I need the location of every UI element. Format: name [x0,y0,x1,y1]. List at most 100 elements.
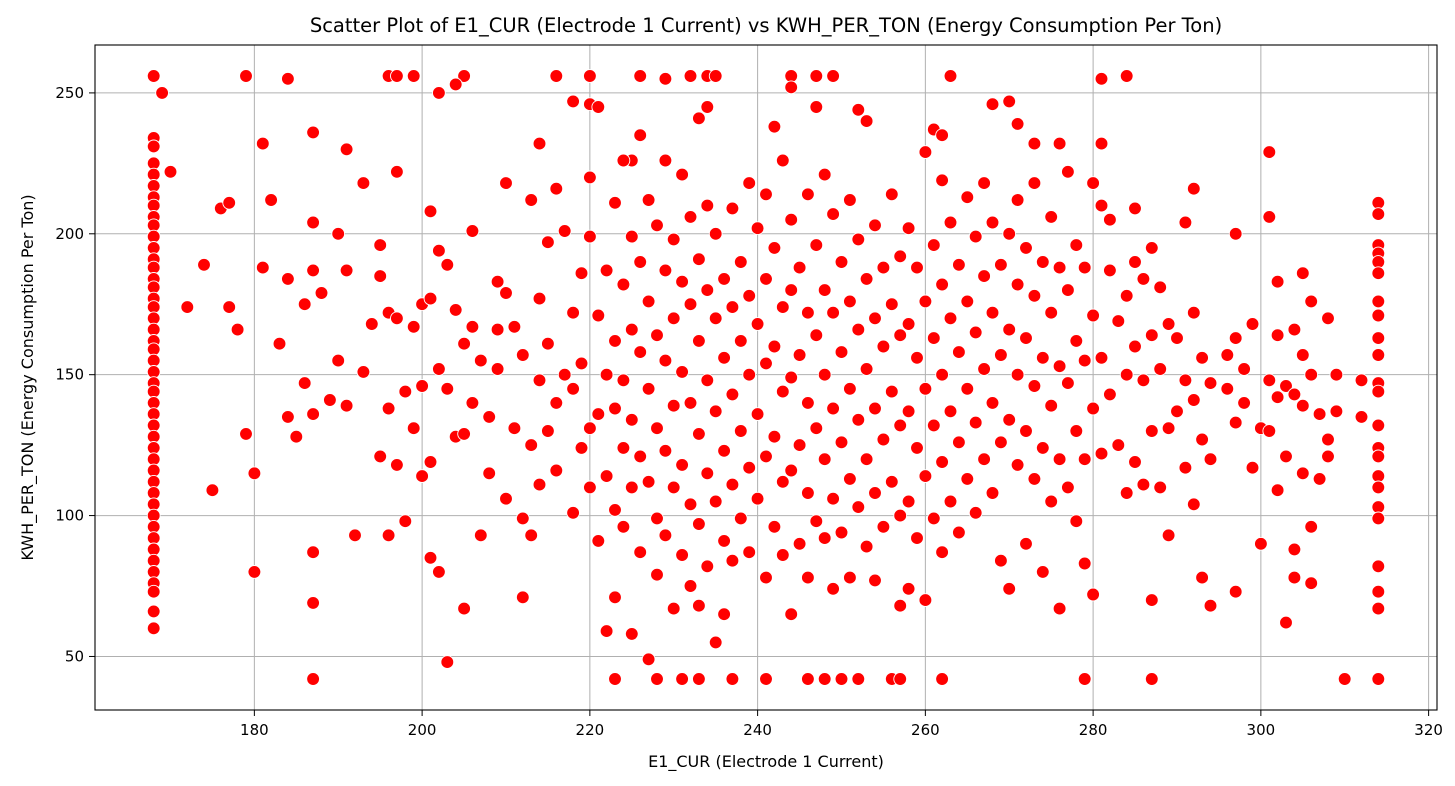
scatter-point [1144,593,1159,607]
scatter-point [985,486,1000,500]
scatter-point [1103,387,1117,402]
scatter-point [146,604,161,619]
scatter-point [784,283,799,297]
scatter-point [926,331,941,345]
scatter-point [515,348,530,362]
scatter-point [725,553,740,568]
scatter-point [1371,207,1386,221]
scatter-point [775,153,790,168]
scatter-point [1086,176,1100,190]
scatter-point [994,348,1008,362]
scatter-point [859,362,874,376]
scatter-point [624,229,639,244]
scatter-point [423,550,438,565]
scatter-point [557,367,572,382]
scatter-point [616,277,631,292]
scatter-point [968,505,983,520]
scatter-point [1035,441,1050,455]
scatter-point [1186,305,1201,320]
scatter-point [1094,446,1109,461]
scatter-point [1304,576,1319,591]
scatter-point [817,452,832,467]
y-tick-label: 200 [55,225,84,243]
scatter-point [1161,528,1176,543]
scatter-point [1010,193,1025,207]
scatter-point [893,508,908,523]
scatter-point [432,362,446,376]
scatter-point [792,536,807,551]
scatter-point [1103,212,1117,227]
scatter-point [918,381,933,396]
scatter-point [725,201,740,216]
y-tick-label: 50 [65,647,84,665]
scatter-point [1262,373,1277,388]
scatter-point [566,94,580,109]
scatter-point [893,598,908,613]
scatter-point [541,336,555,351]
scatter-point [1002,94,1017,109]
scatter-point [809,328,824,343]
scatter-point [843,381,857,396]
scatter-point [935,545,949,560]
scatter-point [692,252,706,267]
scatter-point [373,449,388,464]
scatter-point [1002,412,1017,427]
scatter-point [1312,407,1327,421]
scatter-point [633,128,648,143]
scatter-point [306,215,320,230]
scatter-point [306,407,320,421]
scatter-point [650,218,664,233]
scatter-point [1144,328,1159,343]
scatter-point [977,269,991,283]
scatter-point [843,472,857,486]
scatter-point [448,303,463,317]
scatter-point [901,494,916,509]
scatter-point [792,260,807,275]
scatter-point [675,548,689,562]
scatter-point [952,345,966,359]
scatter-point [650,328,664,343]
scatter-point [1069,238,1084,252]
scatter-point [1371,584,1386,599]
scatter-point [968,229,983,244]
scatter-point [952,257,966,272]
scatter-point [692,517,706,531]
scatter-point [977,452,991,467]
scatter-point [918,294,933,309]
scatter-point [1136,477,1151,492]
scatter-point [926,418,941,433]
scatter-point [465,396,480,410]
y-tick-label: 250 [55,84,84,102]
scatter-point [1094,136,1109,151]
scatter-point [1237,396,1251,410]
scatter-point [591,308,606,323]
scatter-point [868,218,882,233]
scatter-point [683,579,698,593]
scatter-point [406,421,421,436]
scatter-point [281,410,295,424]
scatter-point [465,224,480,238]
scatter-point [641,652,656,667]
scatter-point [1262,424,1277,438]
scatter-point [843,570,857,585]
scatter-point [809,421,824,436]
scatter-point [1371,672,1386,686]
scatter-point [297,297,312,312]
scatter-point [1220,348,1235,362]
scatter-point [482,410,497,424]
scatter-point [230,322,245,337]
scatter-point [700,373,715,388]
scatter-point [801,570,815,585]
scatter-point [775,474,790,489]
scatter-point [943,69,958,83]
scatter-point [1052,452,1067,467]
scatter-point [767,429,782,444]
scatter-point [675,167,689,182]
scatter-point [733,255,748,269]
scatter-point [608,334,622,348]
scatter-point [432,565,446,579]
scatter-point [641,474,656,489]
scatter-point [952,435,966,450]
